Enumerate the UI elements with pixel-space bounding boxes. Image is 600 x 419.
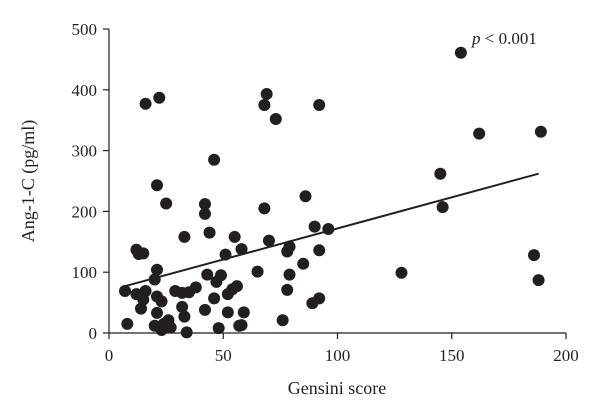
data-point <box>121 317 134 330</box>
regression-line <box>124 172 539 288</box>
data-point <box>436 201 449 214</box>
data-point <box>258 99 271 111</box>
data-point <box>137 247 150 260</box>
data-point <box>308 220 321 233</box>
data-point <box>150 263 163 276</box>
data-point <box>251 265 264 278</box>
data-point <box>532 274 545 287</box>
y-axis-label: Ang-1-C (pg/ml) <box>18 120 39 242</box>
data-point <box>297 257 310 270</box>
y-axis: 0 100 200 300 400 500 <box>72 20 110 343</box>
x-axis: 0 50 100 150 200 <box>105 332 579 365</box>
data-point <box>276 314 289 327</box>
data-point <box>201 268 214 281</box>
data-point <box>178 230 191 243</box>
y-tick-label: 400 <box>72 81 98 100</box>
data-point <box>176 300 189 313</box>
data-point <box>395 266 408 279</box>
data-point <box>473 127 486 140</box>
data-point <box>237 306 250 319</box>
data-point <box>160 197 173 210</box>
data-point <box>283 240 296 253</box>
data-point <box>258 202 271 215</box>
data-point <box>221 306 234 319</box>
data-point <box>262 234 275 247</box>
y-tick-label: 300 <box>72 142 98 161</box>
data-point <box>212 322 225 335</box>
data-point <box>150 179 163 192</box>
data-point <box>313 244 326 257</box>
data-point <box>164 321 177 334</box>
data-point <box>198 198 211 211</box>
x-tick-label: 0 <box>105 346 114 365</box>
data-point <box>214 269 227 282</box>
data-point <box>139 97 152 110</box>
data-point <box>153 91 166 104</box>
data-point <box>155 295 168 308</box>
data-point <box>434 167 447 180</box>
data-point <box>299 190 312 203</box>
x-tick-label: 100 <box>325 346 351 365</box>
data-point <box>534 125 547 138</box>
data-point <box>230 280 243 293</box>
data-point <box>283 268 296 281</box>
data-point <box>313 292 326 305</box>
data-point <box>260 88 273 101</box>
p-value-annotation: p < 0.001 <box>471 29 537 48</box>
data-point <box>228 230 241 243</box>
data-point <box>235 319 248 332</box>
data-point <box>198 207 211 220</box>
data-point <box>180 326 193 339</box>
x-axis-label: Gensini score <box>288 378 386 398</box>
y-tick-label: 0 <box>89 324 98 343</box>
data-point <box>178 310 191 323</box>
y-ticks: 0 100 200 300 400 500 <box>72 20 109 343</box>
x-ticks: 0 50 100 150 200 <box>105 333 579 365</box>
y-tick-label: 200 <box>72 202 98 221</box>
x-tick-label: 50 <box>215 346 232 365</box>
data-point <box>313 99 326 111</box>
data-points <box>118 46 547 339</box>
data-point <box>203 226 216 239</box>
data-point <box>528 249 541 262</box>
data-point <box>118 285 131 298</box>
data-point <box>235 243 248 256</box>
y-tick-label: 500 <box>72 20 98 39</box>
data-point <box>208 292 221 305</box>
x-tick-label: 200 <box>553 346 579 365</box>
data-point <box>281 283 294 296</box>
data-point <box>134 302 147 315</box>
y-tick-label: 100 <box>72 263 98 282</box>
data-point <box>269 112 282 125</box>
data-point <box>150 306 163 319</box>
data-point <box>454 46 467 59</box>
data-point <box>189 281 202 294</box>
data-point <box>139 285 152 298</box>
data-point <box>198 303 211 316</box>
x-tick-label: 150 <box>439 346 465 365</box>
data-point <box>208 153 221 166</box>
